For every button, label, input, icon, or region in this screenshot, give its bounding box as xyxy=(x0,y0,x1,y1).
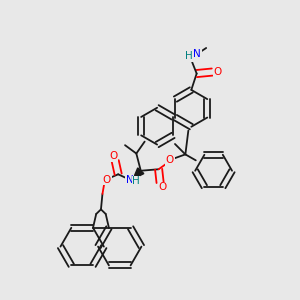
Text: N: N xyxy=(126,175,134,185)
Text: H: H xyxy=(132,176,140,186)
Text: O: O xyxy=(158,182,166,192)
Text: H: H xyxy=(185,51,193,61)
Text: O: O xyxy=(166,155,174,165)
Text: O: O xyxy=(103,175,111,185)
Polygon shape xyxy=(133,168,144,179)
Text: O: O xyxy=(213,67,222,77)
Text: N: N xyxy=(194,49,201,59)
Text: O: O xyxy=(110,151,118,161)
